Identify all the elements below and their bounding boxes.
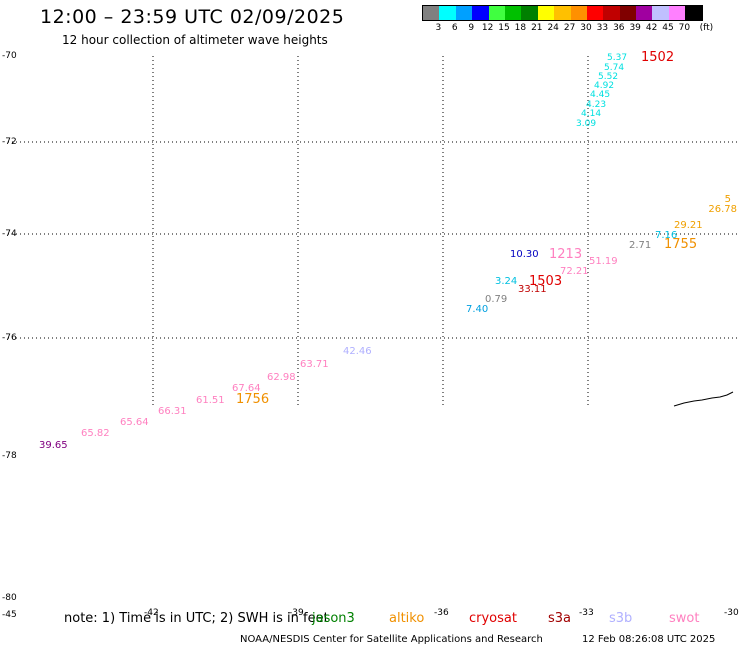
longitude-label: -42 [144, 608, 159, 618]
legend-label: 36 [613, 23, 625, 33]
legend-label: 18 [514, 23, 527, 33]
wave-height-label: 2.71 [629, 240, 651, 251]
legend-label: 42 [645, 23, 658, 33]
legend-swatch [455, 6, 473, 20]
legend-label: 33 [596, 23, 609, 33]
wave-height-label: 5 [725, 194, 731, 205]
map-title: 12:00 – 23:59 UTC 02/09/2025 [40, 6, 345, 28]
legend-label: 6 [451, 23, 458, 33]
legend-swatch [488, 6, 505, 20]
wave-height-label: 10.30 [510, 249, 539, 260]
mission-label: altiko [389, 611, 425, 626]
observation-labels: 5.375.745.524.924.454.234.143.09 1502 526.… [39, 50, 737, 451]
wave-height-label: 51.19 [589, 256, 618, 267]
legend-swatch [603, 6, 620, 20]
wave-height-label: 1213 [549, 247, 582, 262]
legend-label: 12 [481, 23, 494, 33]
mission-label: jason3 [312, 611, 355, 626]
wave-height-label: 5.74 [604, 63, 624, 73]
legend-label: 21 [531, 23, 543, 33]
legend-swatch [537, 6, 555, 20]
legend-swatch [636, 6, 653, 20]
legend-label: 27 [563, 23, 576, 33]
legend-swatch [685, 6, 702, 20]
legend-label: 9 [468, 23, 475, 33]
legend-label: 3 [435, 23, 442, 33]
latitude-label: -78 [2, 451, 17, 461]
latitude-label: -80 [2, 593, 17, 603]
longitude-label: -45 [2, 610, 17, 620]
mission-label: swot [669, 611, 700, 626]
longitude-label: -36 [434, 608, 449, 618]
wave-height-label: 42.46 [343, 346, 372, 357]
color-legend: 3 6 9 12 15 18 21 24 27 30 33 36 39 42 45 70 (ft) [422, 5, 714, 35]
legend-color-bar [422, 5, 703, 21]
mission-label: cryosat [469, 611, 517, 626]
wave-height-label: 4.23 [586, 100, 606, 110]
legend-label: 39 [629, 23, 641, 33]
legend-swatch [619, 6, 637, 20]
mission-label: s3b [609, 611, 633, 626]
credit-line: NOAA/NESDIS Center for Satellite Applica… [240, 634, 543, 645]
wave-height-label: 0.79 [485, 294, 507, 305]
legend-label: (ft) [699, 23, 714, 33]
generated-timestamp: 12 Feb 08:26:08 UTC 2025 [582, 634, 716, 645]
latitude-label: -74 [2, 229, 17, 239]
wave-height-label: 3.24 [495, 276, 517, 287]
wave-height-label: 1503 [529, 274, 562, 289]
legend-labels: 3 6 9 12 15 18 21 24 27 30 33 36 39 42 45 70 (ft) [422, 23, 714, 35]
wave-height-label: 33.11 [518, 284, 547, 295]
wave-height-label: 5.52 [598, 72, 618, 82]
latitude-label: -72 [2, 137, 17, 147]
footer-note: note: 1) Time is in UTC; 2) SWH is in fe… [64, 611, 329, 626]
wave-height-label: 1756 [236, 392, 269, 407]
wave-height-label: 65.82 [81, 428, 110, 439]
legend-swatch [570, 6, 587, 20]
wave-height-label: 1755 [664, 237, 697, 252]
wave-height-label: 72.21 [560, 266, 589, 277]
legend-swatch [504, 6, 522, 20]
wave-height-label: 4.14 [581, 109, 601, 119]
latitude-label: -76 [2, 333, 17, 343]
legend-swatch [652, 6, 669, 20]
wave-height-label: 4.45 [590, 90, 610, 100]
legend-swatch [586, 6, 604, 20]
wave-height-label: 62.98 [267, 372, 296, 383]
legend-label: 15 [498, 23, 510, 33]
graticule [8, 56, 740, 406]
wave-height-label: 29.21 [674, 220, 703, 231]
wave-height-label: 1502 [641, 50, 674, 65]
legend-swatch [472, 6, 489, 20]
wave-height-label: 5.37 [607, 53, 627, 63]
wave-height-label: 66.31 [158, 406, 187, 417]
mission-label: s3a [548, 611, 572, 626]
latitude-label: -70 [2, 51, 17, 61]
wave-height-label: 7.16 [655, 230, 677, 241]
wave-height-label: 65.64 [120, 417, 149, 428]
coastline [673, 391, 734, 407]
legend-swatch [423, 6, 440, 20]
legend-swatch [521, 6, 538, 20]
longitude-label: -30 [724, 608, 739, 618]
legend-label: 24 [547, 23, 559, 33]
legend-swatch [668, 6, 686, 20]
longitude-label: -33 [579, 608, 594, 618]
wave-height-label: 67.64 [232, 383, 261, 394]
legend-label: 70 [678, 23, 691, 33]
wave-height-label: 4.92 [594, 81, 614, 91]
legend-label: 45 [662, 23, 674, 33]
wave-height-label: 3.09 [576, 119, 596, 129]
wave-height-label: 7.40 [466, 304, 488, 315]
map-subtitle: 12 hour collection of altimeter wave hei… [62, 33, 328, 47]
wave-height-label: 63.71 [300, 359, 329, 370]
legend-label: 30 [580, 23, 592, 33]
wave-height-label: 39.65 [39, 440, 68, 451]
legend-swatch [439, 6, 456, 20]
longitude-label: -39 [289, 608, 304, 618]
wave-height-label: 61.51 [196, 395, 225, 406]
legend-swatch [554, 6, 571, 20]
wave-height-label: 26.78 [708, 204, 737, 215]
